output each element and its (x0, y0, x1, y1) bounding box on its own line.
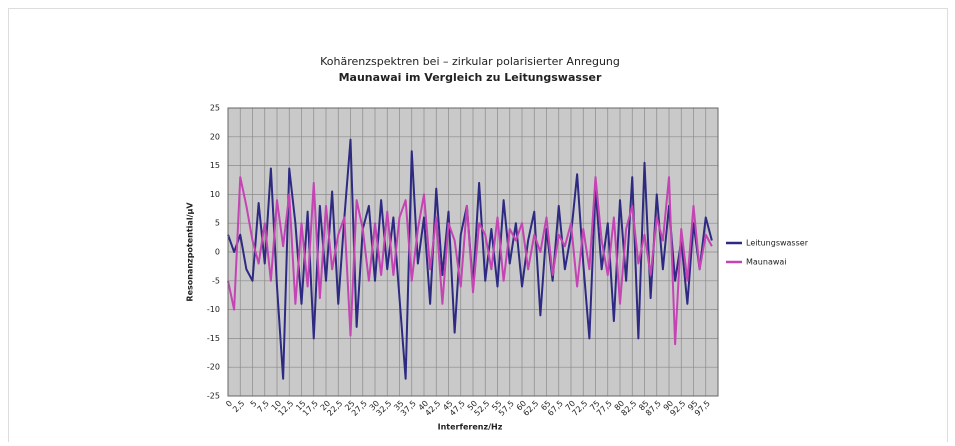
x-axis-title: Interferenz/Hz (438, 423, 503, 432)
y-axis-title: Resonanzpotential/µV (186, 202, 195, 302)
y-tick-label: -20 (207, 363, 220, 372)
series-line (227, 176, 713, 346)
chart-title: Kohärenzspektren bei – zirkular polarisi… (320, 55, 620, 68)
y-tick-label: 25 (210, 104, 220, 113)
x-tick-label: 0 (224, 399, 234, 409)
y-tick-label: 0 (215, 248, 220, 257)
x-tick-label: 5 (249, 399, 259, 409)
legend-label: Maunawai (746, 258, 787, 267)
y-tick-label: 20 (210, 132, 220, 141)
chart-subtitle: Maunawai im Vergleich zu Leitungswasser (339, 71, 602, 84)
y-tick-label: -25 (207, 392, 220, 401)
legend-label: Leitungswasser (746, 239, 809, 248)
y-tick-label: 15 (210, 161, 220, 170)
plot-border (227, 107, 719, 397)
y-tick-label: -10 (207, 305, 220, 314)
y-tick-label: -5 (212, 276, 220, 285)
y-tick-label: 5 (215, 219, 220, 228)
y-tick-label: -15 (207, 334, 220, 343)
y-tick-label: 10 (210, 190, 220, 199)
